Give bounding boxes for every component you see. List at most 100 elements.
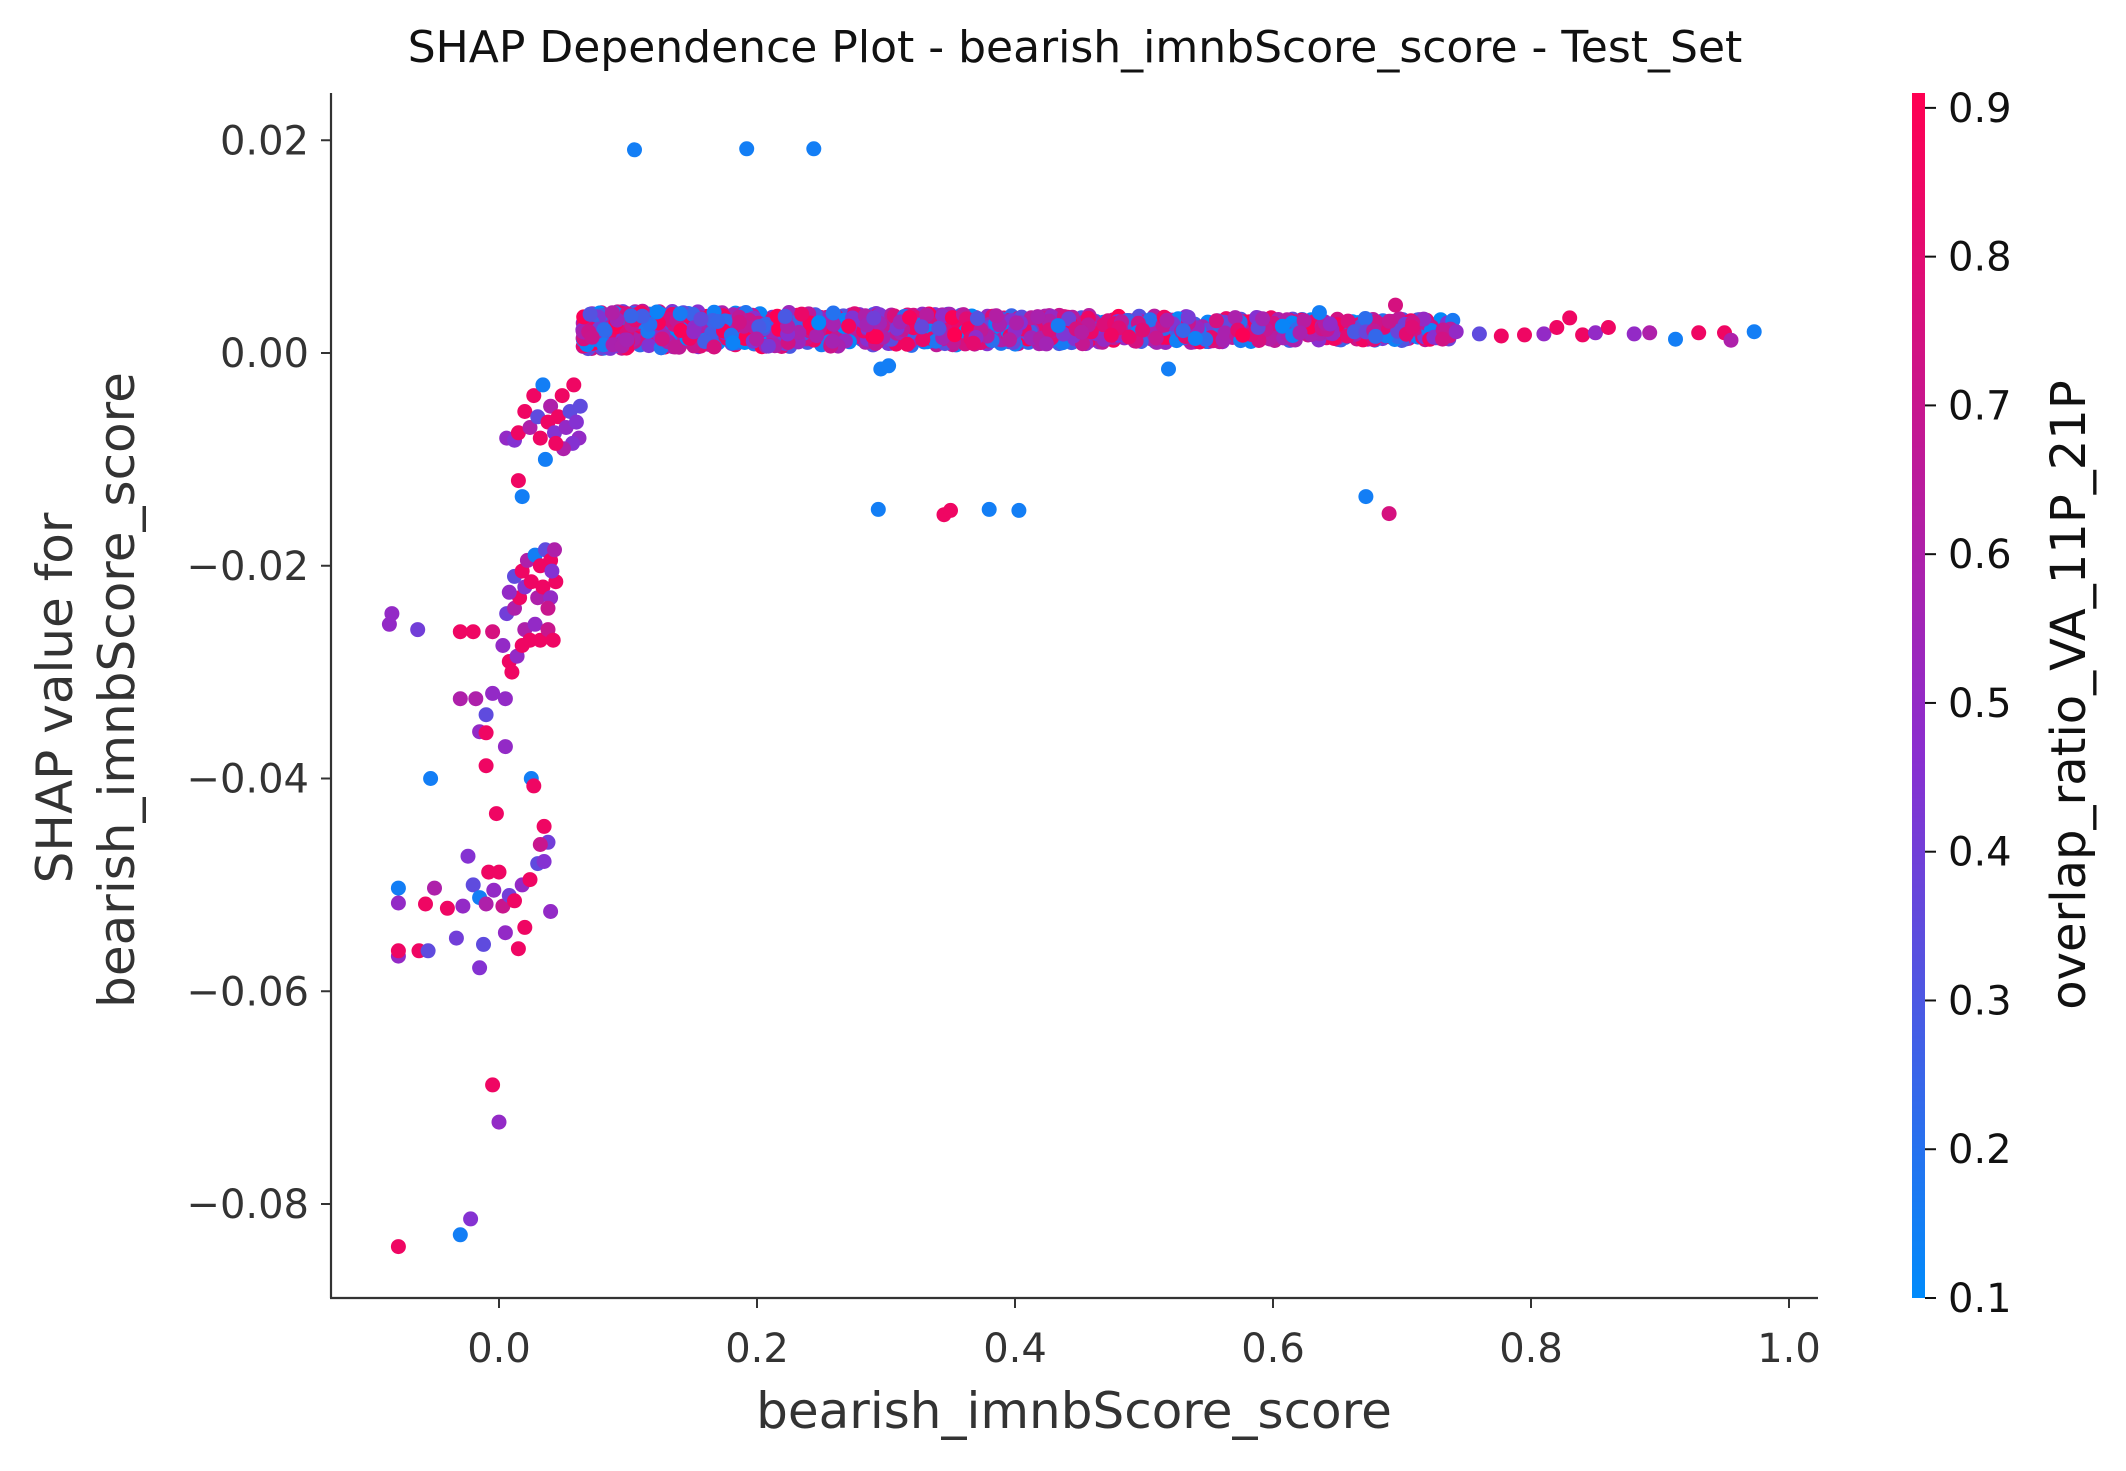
scatter-point [390, 895, 406, 911]
scatter-point-band [915, 332, 931, 348]
scatter-point [943, 502, 958, 518]
scatter-point-band [866, 310, 882, 326]
scatter-point [495, 638, 511, 653]
scatter-point [455, 898, 471, 914]
scatter-point-band [1159, 312, 1175, 328]
scatter-point [526, 778, 542, 794]
scatter-point-band [794, 306, 810, 322]
scatter-point-band [693, 311, 709, 327]
scatter-point-band [649, 304, 665, 320]
scatter-point [1471, 326, 1487, 342]
scatter-point [427, 880, 442, 896]
scatter-point-band [654, 331, 670, 347]
scatter-point [1668, 331, 1683, 347]
x-tick-label: 0.8 [1499, 1326, 1563, 1372]
scatter-point-band [965, 335, 981, 351]
scatter-point [485, 624, 501, 640]
x-tick-label: 0.6 [1241, 1326, 1305, 1372]
scatter-point [488, 806, 504, 822]
scatter-point-band [1296, 313, 1312, 329]
scatter-point [535, 377, 551, 393]
scatter-point [1562, 310, 1578, 326]
scatter-point-band [826, 316, 841, 332]
scatter-point-band [760, 338, 776, 354]
colorbar-label: overlap_ratio_VA_11P_21P [2041, 380, 2097, 1010]
scatter-point-band [947, 327, 963, 343]
scatter-point [1575, 327, 1591, 343]
scatter-point-band [791, 324, 807, 340]
scatter-point-band [777, 308, 793, 324]
scatter-point-band [1180, 309, 1196, 325]
scatter-point [543, 904, 559, 919]
x-tick-label: 0.0 [467, 1326, 531, 1372]
scatter-point-band [725, 335, 741, 351]
scatter-point-band [1404, 319, 1420, 335]
scatter-point [1536, 326, 1552, 342]
scatter-point-band [1038, 336, 1054, 352]
scatter-point [486, 882, 502, 898]
scatter-point-band [1227, 310, 1243, 326]
scatter-point [536, 818, 552, 834]
scatter-point [1691, 325, 1707, 341]
scatter-point [568, 414, 584, 430]
scatter-point [566, 377, 582, 393]
scatter-point-band [1121, 329, 1137, 345]
scatter-points [381, 141, 1762, 1255]
scatter-point-band [673, 323, 689, 338]
scatter-point [1493, 328, 1509, 344]
scatter-point [981, 501, 997, 517]
scatter-point-band [809, 328, 825, 344]
scatter-point-band [582, 306, 598, 322]
scatter-point-band [1274, 318, 1290, 334]
scatter-point [536, 854, 552, 869]
scatter-point [465, 877, 481, 893]
scatter-point-band [686, 324, 702, 340]
scatter-point [532, 430, 548, 446]
y-tick-label: −0.04 [186, 757, 309, 803]
scatter-point-band [584, 329, 600, 345]
scatter-point [517, 919, 533, 935]
scatter-point [497, 739, 513, 755]
scatter-point [478, 725, 494, 741]
colorbar-tick-label: 0.4 [1948, 830, 2012, 876]
scatter-point [510, 941, 526, 957]
scatter-point-band [706, 339, 722, 355]
y-tick-label: 0.00 [220, 331, 309, 377]
scatter-point [1588, 325, 1603, 341]
scatter-point [548, 435, 564, 451]
scatter-point [390, 943, 406, 959]
colorbar-tick-label: 0.6 [1948, 532, 2012, 578]
scatter-point [554, 388, 570, 404]
scatter-point [510, 473, 526, 489]
y-tick-label: −0.06 [186, 969, 309, 1015]
scatter-point [1626, 326, 1642, 342]
scatter-point-band [1096, 317, 1112, 333]
scatter-point [420, 943, 436, 959]
scatter-point [478, 758, 494, 774]
scatter-point [452, 624, 468, 640]
scatter-point [522, 632, 538, 648]
scatter-point [460, 848, 476, 864]
scatter-point [504, 664, 520, 680]
colorbar-gradient [1912, 93, 1925, 1298]
scatter-point [390, 880, 406, 896]
scatter-point [739, 141, 755, 157]
scatter-point [1746, 324, 1762, 340]
scatter-point-band [1208, 313, 1224, 329]
scatter-point [532, 837, 548, 852]
scatter-point-band [731, 314, 747, 330]
scatter-point-band [841, 318, 857, 334]
scatter-point-band [969, 310, 985, 326]
scatter-point [547, 542, 562, 558]
scatter-point [491, 864, 507, 880]
scatter-point-band [672, 306, 688, 322]
scatter-point-band [914, 319, 930, 335]
scatter-point-band [811, 315, 827, 331]
scatter-point-band [596, 322, 612, 338]
plot-area: 0.0 0.2 0.4 0.6 0.8 1.0 0.02 0.00 −0.02 −0.04 −0.… [186, 93, 1821, 1372]
scatter-point [476, 936, 491, 952]
y-tick-label: −0.08 [186, 1182, 309, 1228]
scatter-point-band [899, 336, 915, 352]
scatter-point [1517, 327, 1532, 343]
